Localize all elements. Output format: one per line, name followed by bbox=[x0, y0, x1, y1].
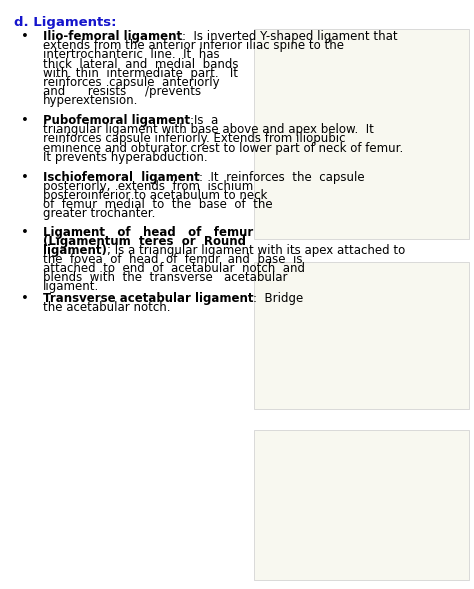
Text: the acetabular notch.: the acetabular notch. bbox=[43, 302, 170, 315]
Text: :  It  reinforces  the  capsule: : It reinforces the capsule bbox=[200, 171, 365, 184]
Text: ligament.: ligament. bbox=[43, 280, 99, 293]
Text: reinforces capsule inferiorly. Extends from iliopubic: reinforces capsule inferiorly. Extends f… bbox=[43, 133, 345, 145]
Text: It prevents hyperabduction.: It prevents hyperabduction. bbox=[43, 151, 207, 164]
Text: blends  with  the  transverse   acetabular: blends with the transverse acetabular bbox=[43, 271, 287, 284]
Bar bbox=[254, 430, 469, 580]
Text: Transverse acetabular ligament: Transverse acetabular ligament bbox=[43, 292, 253, 305]
Text: •: • bbox=[21, 171, 29, 184]
Bar bbox=[254, 262, 469, 409]
Text: greater trochanter.: greater trochanter. bbox=[43, 207, 155, 220]
Bar bbox=[254, 29, 469, 239]
Text: :  Is inverted Y-shaped ligament that: : Is inverted Y-shaped ligament that bbox=[182, 30, 397, 43]
Text: and      resists     /prevents: and resists /prevents bbox=[43, 85, 201, 98]
Text: Pubofemoral ligament: Pubofemoral ligament bbox=[43, 114, 190, 127]
Text: posteroinferior to acetabulum to neck: posteroinferior to acetabulum to neck bbox=[43, 189, 267, 202]
Text: Ischiofemoral  ligament: Ischiofemoral ligament bbox=[43, 171, 200, 184]
Text: intertrochanteric  line.  It  has: intertrochanteric line. It has bbox=[43, 48, 219, 61]
Text: :Is  a: :Is a bbox=[190, 114, 218, 127]
Text: •: • bbox=[21, 226, 29, 239]
Text: :  Bridge: : Bridge bbox=[253, 292, 303, 305]
Text: (Ligamentum  teres  or  Round: (Ligamentum teres or Round bbox=[43, 234, 246, 248]
Text: •: • bbox=[21, 292, 29, 305]
Text: extends from the anterior inferior iliac spine to the: extends from the anterior inferior iliac… bbox=[43, 39, 344, 52]
Text: posteriorly,  extends  from  ischium: posteriorly, extends from ischium bbox=[43, 180, 253, 193]
Text: reinforces  capsule  anteriorly: reinforces capsule anteriorly bbox=[43, 76, 219, 89]
Text: ; Is a triangular ligament with its apex attached to: ; Is a triangular ligament with its apex… bbox=[107, 244, 405, 257]
Text: ligament): ligament) bbox=[43, 244, 107, 257]
Text: eminence and obturator crest to lower part of neck of femur.: eminence and obturator crest to lower pa… bbox=[43, 141, 403, 154]
Text: •: • bbox=[21, 114, 29, 127]
Text: hyperextension.: hyperextension. bbox=[43, 94, 138, 107]
Text: thick  lateral  and  medial  bands: thick lateral and medial bands bbox=[43, 58, 238, 71]
Text: triangular ligament with base above and apex below.  It: triangular ligament with base above and … bbox=[43, 123, 374, 136]
Text: •: • bbox=[21, 30, 29, 43]
Text: Ligament   of   head   of   femur: Ligament of head of femur bbox=[43, 226, 253, 239]
Text: Ilio-femoral ligament: Ilio-femoral ligament bbox=[43, 30, 182, 43]
Text: of  femur  medial  to  the  base  of  the: of femur medial to the base of the bbox=[43, 198, 272, 211]
Text: the  fovea  of  head  of  femur  and  base  is: the fovea of head of femur and base is bbox=[43, 253, 302, 266]
Text: with  thin  intermediate  part.   It: with thin intermediate part. It bbox=[43, 67, 237, 80]
Text: attached  to  end  of  acetabular  notch  and: attached to end of acetabular notch and bbox=[43, 262, 305, 275]
Text: d. Ligaments:: d. Ligaments: bbox=[14, 16, 117, 29]
